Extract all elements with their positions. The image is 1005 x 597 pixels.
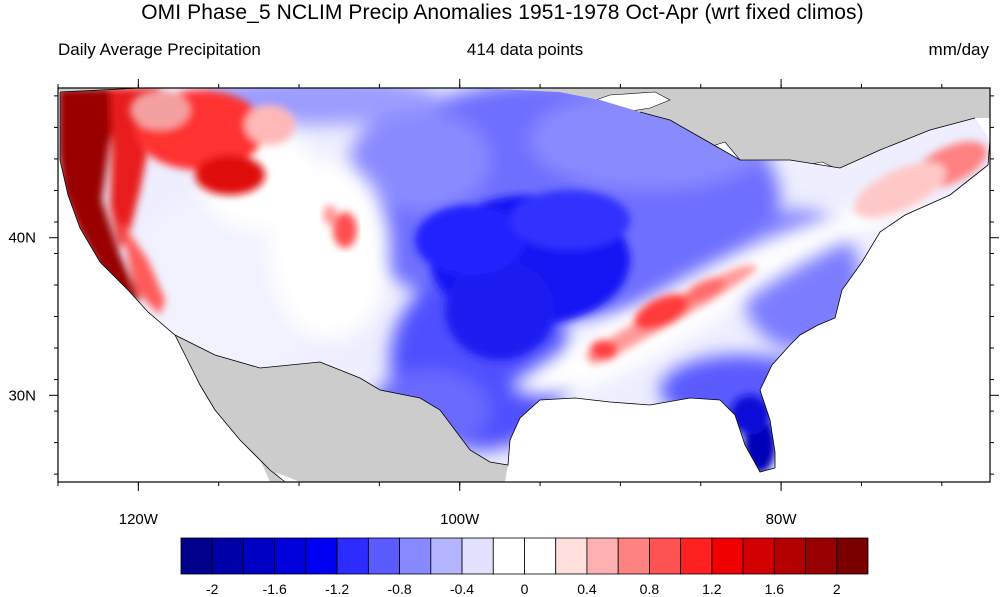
- us-canada-border: [59, 88, 976, 169]
- coastlines: [59, 88, 990, 482]
- left-subtitle: Daily Average Precipitation: [58, 40, 261, 59]
- colorbar-swatch: [211, 537, 244, 575]
- colorbar-swatch: [243, 537, 276, 575]
- plot-title: OMI Phase_5 NCLIM Precip Anomalies 1951-…: [141, 1, 864, 24]
- colorbar-label: -1.6: [263, 581, 287, 597]
- colorbar-label: 1.6: [765, 581, 785, 597]
- colorbar-swatch: [649, 537, 682, 575]
- colorbar-swatch: [586, 537, 619, 575]
- axis-ticks: 120W 100W 80W 40N 30N: [8, 79, 999, 528]
- colorbar-swatch: [524, 537, 557, 575]
- lon-tick-label: 100W: [440, 511, 480, 528]
- baja-land: [190, 360, 282, 482]
- units-label: mm/day: [928, 40, 989, 59]
- colorbar-label: 0: [521, 581, 529, 597]
- lat-tick-label: 40N: [8, 230, 36, 247]
- colorbar-label: 1.2: [702, 581, 722, 597]
- colorbar-label: -0.4: [450, 581, 474, 597]
- colorbar-swatch: [430, 537, 463, 575]
- colorbar-label: 0.4: [577, 581, 597, 597]
- colorbar-swatch: [680, 537, 713, 575]
- colorbar-swatch: [805, 537, 838, 575]
- mexico-coast: [174, 334, 286, 482]
- colorbar-swatch: [461, 537, 494, 575]
- colorbar-swatch: [836, 537, 869, 575]
- caribbean: [840, 468, 990, 482]
- center-subtitle: 414 data points: [466, 40, 584, 59]
- colorbar-swatch: [617, 537, 650, 575]
- lon-tick-label: 120W: [119, 511, 159, 528]
- us-coastline: [59, 92, 990, 473]
- colorbar-swatch: [274, 537, 307, 575]
- canada-land: [58, 88, 990, 168]
- colorbar-label: 2: [833, 581, 841, 597]
- lon-tick-label: 80W: [766, 511, 798, 528]
- colorbar-swatch: [555, 537, 588, 575]
- colorbar-label: -0.8: [388, 581, 412, 597]
- lat-tick-label: 30N: [8, 387, 36, 404]
- colorbar-swatch: [399, 537, 432, 575]
- colorbar-swatch: [367, 537, 400, 575]
- colorbar-swatch: [742, 537, 775, 575]
- colorbar-swatch: [773, 537, 806, 575]
- colorbar-swatch: [336, 537, 369, 575]
- colorbar-swatch: [711, 537, 744, 575]
- colorbar-swatch: [180, 537, 213, 575]
- colorbar: -2 -1.6 -1.2 -0.8 -0.4 0 0.4 0.8 1.2 1.6 2: [180, 537, 869, 597]
- colorbar-swatch: [305, 537, 338, 575]
- colorbar-label: 0.8: [640, 581, 660, 597]
- colorbar-label: -2: [206, 581, 219, 597]
- colorbar-label: -1.2: [325, 581, 349, 597]
- colorbar-swatch: [492, 537, 525, 575]
